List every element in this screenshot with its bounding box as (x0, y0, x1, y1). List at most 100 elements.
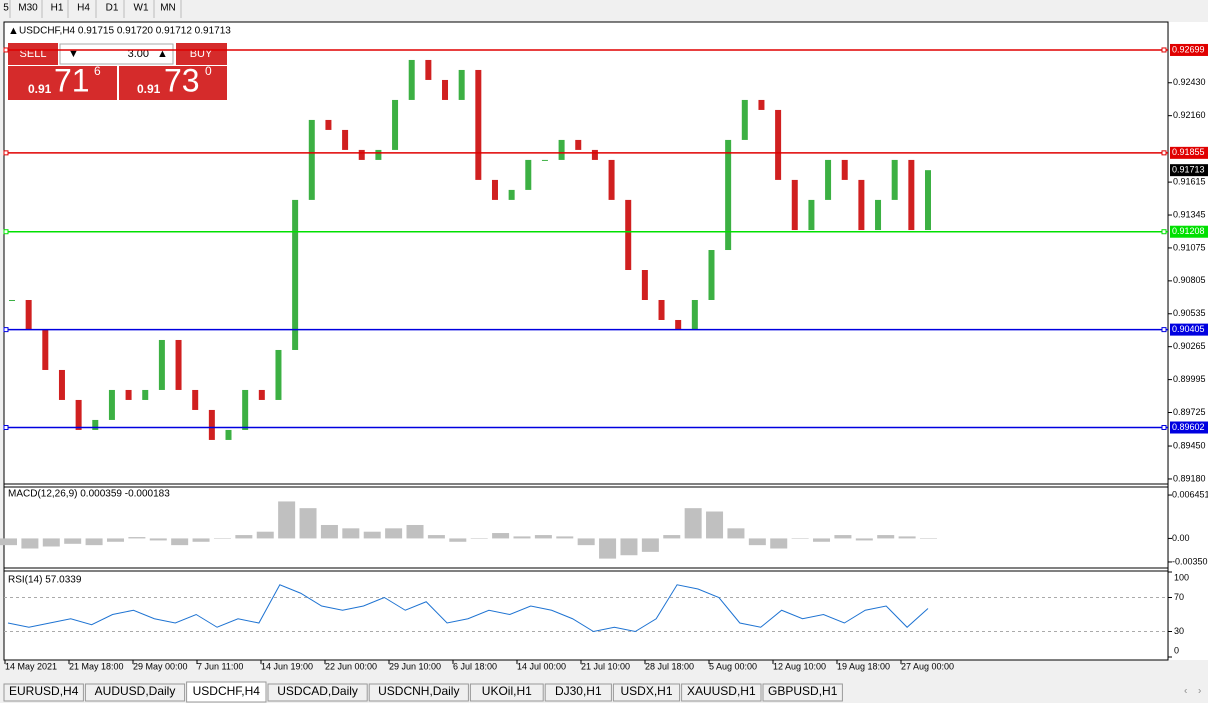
time-label: 27 Aug 00:00 (901, 661, 954, 671)
tab-label[interactable]: USDCHF,H4 (193, 684, 261, 698)
candle (491, 179, 498, 200)
timeframe-button[interactable]: 5 (3, 3, 9, 14)
sell-price-box[interactable] (8, 66, 117, 100)
rsi-title: RSI(14) 57.0339 (8, 575, 82, 586)
candle (575, 139, 582, 150)
price-label: 0.91345 (1173, 209, 1206, 219)
time-label: 21 May 18:00 (69, 661, 124, 671)
macd-bar (0, 538, 17, 546)
candle (808, 199, 815, 231)
level-handle[interactable] (1161, 47, 1167, 53)
level-handle[interactable] (3, 47, 9, 53)
sell-pips: 71 (54, 62, 90, 98)
tab-label[interactable]: GBPUSD,H1 (768, 684, 838, 698)
timeframe-button[interactable]: H4 (77, 3, 90, 14)
macd-bar (663, 535, 681, 539)
macd-bar (620, 538, 638, 556)
sell-button[interactable] (8, 43, 58, 65)
tab[interactable] (762, 683, 843, 702)
timeframe-button[interactable]: MN (160, 3, 176, 14)
macd-bar (920, 538, 937, 539)
level-handle[interactable] (1161, 229, 1167, 235)
tab-label[interactable]: EURUSD,H4 (9, 684, 79, 698)
tab[interactable] (612, 683, 681, 702)
tab[interactable] (368, 683, 469, 702)
level-handle[interactable] (1161, 150, 1167, 156)
macd-bar (235, 535, 253, 539)
buy-label[interactable]: BUY (190, 48, 213, 60)
tab[interactable] (469, 683, 544, 702)
level-handle[interactable] (1161, 327, 1167, 333)
volume[interactable]: 3.00 (128, 48, 149, 60)
tab[interactable] (84, 683, 186, 702)
tab[interactable] (3, 683, 84, 702)
tab-label[interactable]: AUDUSD,Daily (95, 684, 176, 698)
trade-panel: SELL 3.00 ▼ ▲ BUY 0.91 71 6 0.91 73 0 (8, 43, 227, 100)
level-handle[interactable] (3, 425, 9, 431)
collapse-icon[interactable]: ▲ (8, 25, 19, 37)
time-label: 5 Aug 00:00 (709, 661, 757, 671)
down-arrow[interactable]: ▼ (68, 48, 79, 60)
buy-frac: 0 (205, 64, 212, 78)
macd-bar (320, 524, 338, 539)
macd-bar (877, 535, 895, 539)
buy-big: 0.91 (137, 82, 161, 96)
volume-box[interactable] (59, 43, 174, 65)
candle (508, 189, 515, 200)
up-arrow[interactable]: ▲ (157, 48, 168, 60)
time-label: 6 Jul 18:00 (453, 661, 497, 671)
tab[interactable] (544, 683, 612, 702)
tab[interactable] (186, 681, 267, 703)
candle (841, 159, 848, 180)
time-label: 14 Jul 00:00 (517, 661, 566, 671)
symbol-title: USDCHF,H4 0.91715 0.91720 0.91712 0.9171… (19, 26, 231, 37)
candle (258, 389, 265, 400)
tab-label[interactable]: USDCNH,Daily (378, 684, 459, 698)
time-label: 28 Jul 18:00 (645, 661, 694, 671)
sell-label[interactable]: SELL (20, 48, 47, 60)
candle (791, 179, 798, 231)
macd-bar (342, 528, 360, 539)
candle (442, 79, 449, 100)
candle (675, 319, 682, 330)
macd-bar (278, 501, 296, 539)
rsi-label: 70 (1174, 592, 1184, 602)
level-label: 0.92699 (1172, 44, 1205, 54)
candle (758, 99, 765, 110)
scroll-right[interactable]: › (1198, 686, 1201, 697)
timeframe-button[interactable]: W1 (134, 3, 149, 14)
candle (475, 69, 482, 180)
scroll-left[interactable]: ‹ (1184, 686, 1187, 697)
candle (342, 129, 349, 150)
level-handle[interactable] (1161, 425, 1167, 431)
candle (192, 389, 199, 410)
timeframe-button[interactable]: D1 (106, 3, 119, 14)
tab-label[interactable]: USDX,H1 (620, 684, 672, 698)
tab-label[interactable]: XAUUSD,H1 (687, 684, 756, 698)
level-handle[interactable] (3, 229, 9, 235)
macd-bar (385, 528, 403, 539)
candle (858, 179, 865, 231)
candle (9, 299, 15, 301)
time-label: 7 Jun 11:00 (197, 661, 243, 671)
buy-price-box[interactable] (119, 66, 227, 100)
candle (891, 159, 898, 200)
candle (58, 369, 65, 400)
tab-label[interactable]: USDCAD,Daily (277, 684, 358, 698)
candle (142, 389, 149, 400)
tab[interactable] (267, 683, 368, 702)
level-handle[interactable] (3, 327, 9, 333)
tab-label[interactable]: UKOil,H1 (482, 684, 532, 698)
buy-button[interactable] (176, 43, 227, 65)
price-label: 0.92430 (1173, 77, 1206, 87)
level-badge (1170, 225, 1208, 238)
candle (425, 59, 432, 80)
macd-bar (42, 538, 60, 547)
timeframe-button[interactable]: M30 (18, 3, 38, 14)
level-handle[interactable] (3, 150, 9, 156)
tab[interactable] (681, 683, 762, 702)
tab-label[interactable]: DJ30,H1 (555, 684, 602, 698)
timeframe-button[interactable]: H1 (51, 3, 64, 14)
rsi-label: 0 (1174, 645, 1179, 655)
